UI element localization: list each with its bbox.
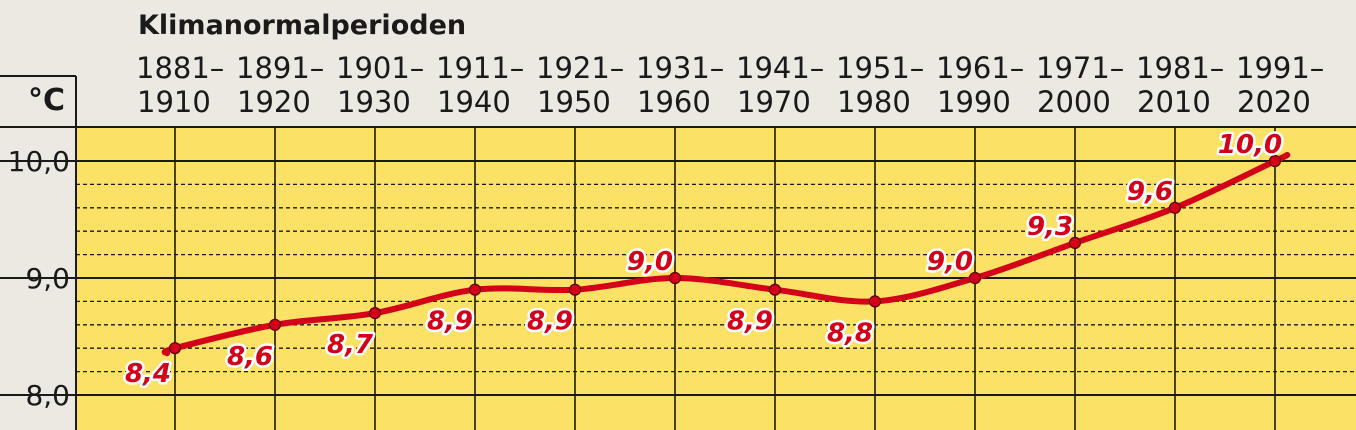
data-labels: 8,4 8,6 8,7 8,9 8,9 9,0 8,9 8,8 9,0 9,3 9,6 10,0 — [122, 128, 1284, 392]
x-tick-label-end: 1950 — [537, 85, 611, 119]
data-markers — [168, 154, 1282, 355]
x-tick-label-end: 1960 — [637, 85, 711, 119]
data-label: 8,9 — [727, 307, 773, 337]
data-label: 9,0 — [627, 247, 673, 277]
data-point — [468, 283, 482, 296]
data-point — [568, 283, 582, 296]
temperature-line — [161, 152, 1291, 357]
data-label: 8,9 — [527, 307, 573, 337]
x-tick-label-end: 2000 — [1037, 85, 1111, 119]
grid — [0, 127, 1356, 430]
x-tick-label-start: 1891– — [236, 51, 324, 85]
data-point — [168, 342, 182, 355]
x-tick-label-end: 1910 — [137, 85, 211, 119]
data-label: 9,6 — [1127, 177, 1173, 207]
y-tick-label: 10,0 — [8, 145, 70, 178]
data-point — [1168, 201, 1182, 214]
data-point — [968, 271, 982, 285]
x-tick-label-end: 1990 — [937, 85, 1011, 119]
x-tick-label-start: 1991– — [1236, 51, 1324, 85]
x-tick-label-start: 1961– — [936, 51, 1024, 85]
x-tick-label-start: 1951– — [836, 51, 924, 85]
series-temperature — [161, 152, 1291, 357]
chart-title: Klimanormalperioden — [138, 10, 466, 41]
x-tick-label-start: 1911– — [436, 51, 524, 85]
x-tick-label-end: 2020 — [1237, 85, 1311, 119]
x-tick-label-start: 1941– — [736, 51, 824, 85]
x-tick-label-start: 1921– — [536, 51, 624, 85]
x-axis-period-labels: 1881–1910 1891–1920 1901–1930 1911–1940 1921… — [136, 51, 1324, 119]
data-label: 8,6 — [227, 342, 273, 372]
x-tick-label-start: 1971– — [1036, 51, 1124, 85]
x-tick-label-end: 2010 — [1137, 85, 1211, 119]
y-tick-label: 8,0 — [25, 379, 70, 412]
x-tick-label-end: 1980 — [837, 85, 911, 119]
data-point — [368, 307, 382, 320]
header-lines — [0, 75, 1356, 430]
x-tick-label-start: 1981– — [1136, 51, 1224, 85]
data-point — [768, 283, 782, 296]
data-point — [268, 318, 282, 331]
data-label: 8,9 — [427, 307, 473, 337]
y-axis-tick-labels: 10,0 9,0 8,0 — [8, 145, 70, 412]
data-label: 8,8 — [827, 318, 873, 348]
data-label: 8,4 — [125, 359, 171, 389]
x-tick-label-end: 1930 — [337, 85, 411, 119]
data-point — [1068, 236, 1082, 249]
x-tick-label-start: 1931– — [636, 51, 724, 85]
x-tick-label-start: 1881– — [136, 51, 224, 85]
data-point — [668, 271, 682, 285]
data-label: 9,0 — [927, 247, 973, 277]
y-axis-unit: °C — [28, 83, 65, 118]
x-tick-label-end: 1970 — [737, 85, 811, 119]
data-point — [868, 295, 882, 308]
data-label: 8,7 — [327, 330, 374, 360]
data-point — [1268, 154, 1282, 168]
y-tick-label: 9,0 — [25, 262, 70, 295]
x-tick-label-start: 1901– — [336, 51, 424, 85]
x-tick-label-end: 1920 — [237, 85, 311, 119]
data-label: 9,3 — [1027, 212, 1073, 242]
x-tick-label-end: 1940 — [437, 85, 511, 119]
data-label: 10,0 — [1218, 130, 1282, 160]
